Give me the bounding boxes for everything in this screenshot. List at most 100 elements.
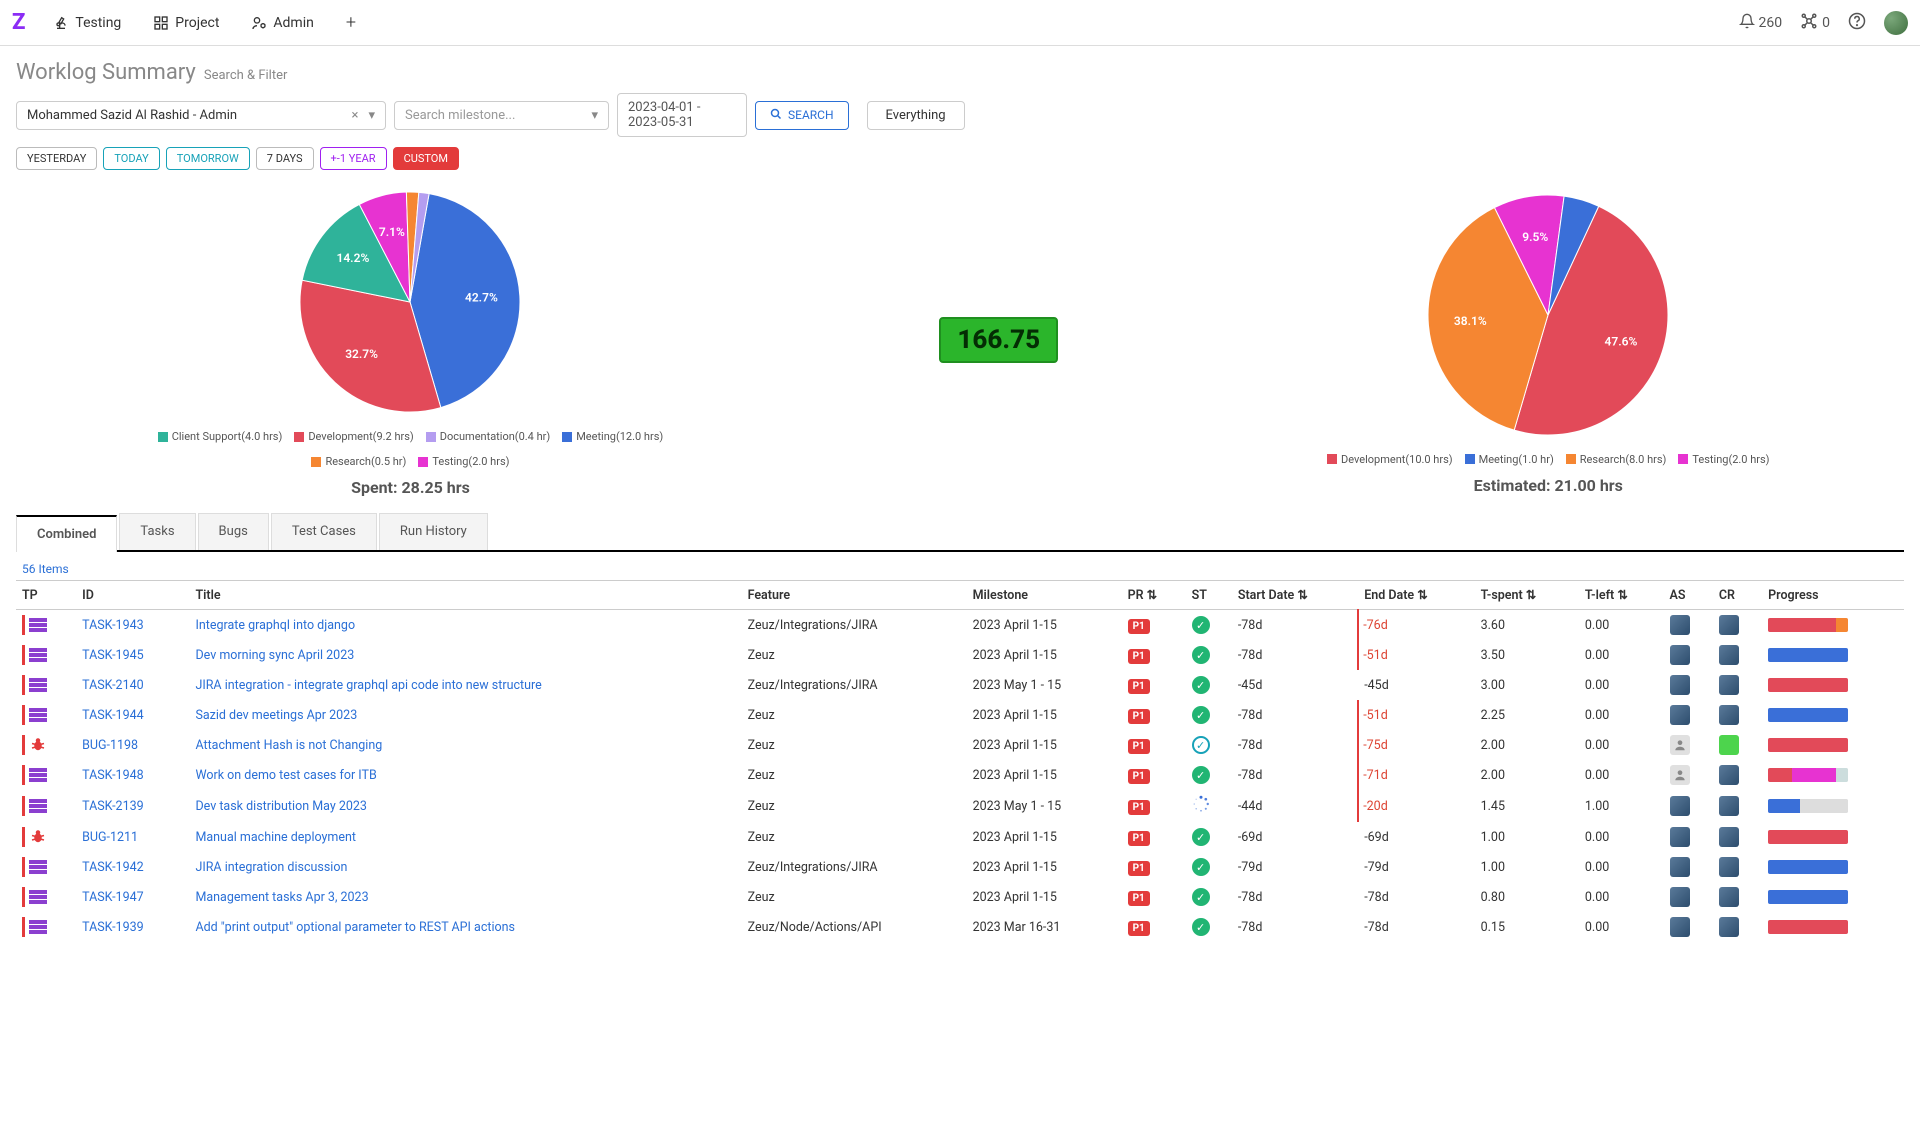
- col-header[interactable]: Title: [189, 581, 741, 610]
- nav-testing[interactable]: Testing: [39, 9, 135, 37]
- legend-item[interactable]: Research(0.5 hr): [311, 455, 406, 468]
- creator-avatar[interactable]: [1719, 765, 1739, 785]
- item-title-link[interactable]: Dev task distribution May 2023: [195, 799, 367, 814]
- quick-filter-7days[interactable]: 7 DAYS: [256, 147, 314, 170]
- nav-project[interactable]: Project: [139, 9, 233, 37]
- legend-item[interactable]: Client Support(4.0 hrs): [158, 430, 283, 443]
- search-button[interactable]: SEARCH: [755, 101, 849, 130]
- col-header[interactable]: Start Date ⇅: [1232, 581, 1358, 610]
- col-header[interactable]: ST: [1186, 581, 1232, 610]
- item-id-link[interactable]: TASK-2139: [82, 799, 144, 814]
- network-button[interactable]: 0: [1800, 12, 1830, 34]
- col-header[interactable]: PR ⇅: [1122, 581, 1186, 610]
- creator-avatar[interactable]: [1719, 796, 1739, 816]
- item-id-link[interactable]: BUG-1211: [82, 830, 138, 845]
- assignee-avatar[interactable]: [1670, 765, 1690, 785]
- add-nav-button[interactable]: +: [332, 6, 370, 39]
- item-id-link[interactable]: TASK-1939: [82, 920, 144, 935]
- creator-avatar[interactable]: [1719, 827, 1739, 847]
- priority-bar: [22, 765, 25, 785]
- item-id-link[interactable]: TASK-1945: [82, 648, 144, 663]
- creator-avatar[interactable]: [1719, 917, 1739, 937]
- creator-avatar[interactable]: [1719, 615, 1739, 635]
- col-header[interactable]: AS: [1664, 581, 1713, 610]
- assignee-avatar[interactable]: [1670, 735, 1690, 755]
- assignee-avatar[interactable]: [1670, 615, 1690, 635]
- col-header[interactable]: T-left ⇅: [1579, 581, 1664, 610]
- date-range-filter[interactable]: 2023-04-01 - 2023-05-31: [617, 93, 747, 137]
- tab-tasks[interactable]: Tasks: [119, 513, 195, 550]
- assignee-avatar[interactable]: [1670, 887, 1690, 907]
- assignee-avatar[interactable]: [1670, 645, 1690, 665]
- col-header[interactable]: Progress: [1762, 581, 1904, 610]
- col-header[interactable]: Feature: [742, 581, 967, 610]
- nav-label: Project: [175, 15, 219, 31]
- nav-admin[interactable]: Admin: [237, 9, 327, 37]
- item-title-link[interactable]: Integrate graphql into django: [195, 618, 355, 633]
- item-id-link[interactable]: BUG-1198: [82, 738, 138, 753]
- user-avatar[interactable]: [1884, 11, 1908, 35]
- help-button[interactable]: [1848, 12, 1866, 34]
- assignee-avatar[interactable]: [1670, 796, 1690, 816]
- everything-button[interactable]: Everything: [867, 101, 965, 130]
- pie-label: 9.5%: [1523, 230, 1549, 244]
- clear-icon[interactable]: ×: [352, 108, 359, 123]
- item-id-link[interactable]: TASK-1944: [82, 708, 144, 723]
- item-title-link[interactable]: Attachment Hash is not Changing: [195, 738, 382, 753]
- user-filter[interactable]: Mohammed Sazid Al Rashid - Admin × ▾: [16, 101, 386, 130]
- assignee-avatar[interactable]: [1670, 705, 1690, 725]
- item-title-link[interactable]: JIRA integration discussion: [195, 860, 347, 875]
- creator-avatar[interactable]: [1719, 675, 1739, 695]
- item-id-link[interactable]: TASK-1943: [82, 618, 144, 633]
- assignee-avatar[interactable]: [1670, 827, 1690, 847]
- col-header[interactable]: ID: [76, 581, 189, 610]
- col-header[interactable]: End Date ⇅: [1358, 581, 1474, 610]
- creator-avatar[interactable]: [1719, 645, 1739, 665]
- quick-filter-1year[interactable]: +-1 YEAR: [320, 147, 387, 170]
- item-id-link[interactable]: TASK-1948: [82, 768, 144, 783]
- col-header[interactable]: Milestone: [967, 581, 1122, 610]
- tab-test-cases[interactable]: Test Cases: [271, 513, 377, 550]
- assignee-avatar[interactable]: [1670, 857, 1690, 877]
- notifications-button[interactable]: 260: [1739, 13, 1783, 33]
- legend-item[interactable]: Testing(2.0 hrs): [418, 455, 509, 468]
- milestone-filter[interactable]: Search milestone... ▾: [394, 101, 609, 130]
- legend-item[interactable]: Documentation(0.4 hr): [426, 430, 550, 443]
- item-id-link[interactable]: TASK-1947: [82, 890, 144, 905]
- creator-avatar[interactable]: [1719, 735, 1739, 755]
- creator-avatar[interactable]: [1719, 857, 1739, 877]
- quick-filter-custom[interactable]: CUSTOM: [393, 147, 459, 170]
- legend-item[interactable]: Development(9.2 hrs): [294, 430, 413, 443]
- creator-avatar[interactable]: [1719, 887, 1739, 907]
- item-title-link[interactable]: Sazid dev meetings Apr 2023: [195, 708, 357, 723]
- legend-label: Development(10.0 hrs): [1341, 453, 1453, 466]
- item-title-link[interactable]: Work on demo test cases for ITB: [195, 768, 376, 783]
- chevron-down-icon[interactable]: ▾: [368, 108, 375, 123]
- legend-item[interactable]: Meeting(12.0 hrs): [562, 430, 663, 443]
- logo[interactable]: Z: [12, 10, 25, 35]
- legend-item[interactable]: Research(8.0 hrs): [1566, 453, 1667, 466]
- item-title-link[interactable]: JIRA integration - integrate graphql api…: [195, 678, 541, 693]
- quick-filter-tomorrow[interactable]: TOMORROW: [166, 147, 250, 170]
- item-id-link[interactable]: TASK-2140: [82, 678, 144, 693]
- feature-cell: Zeuz/Integrations/JIRA: [742, 610, 967, 641]
- legend-item[interactable]: Meeting(1.0 hr): [1465, 453, 1554, 466]
- legend-item[interactable]: Testing(2.0 hrs): [1678, 453, 1769, 466]
- item-title-link[interactable]: Manual machine deployment: [195, 830, 356, 845]
- legend-item[interactable]: Development(10.0 hrs): [1327, 453, 1453, 466]
- assignee-avatar[interactable]: [1670, 675, 1690, 695]
- item-id-link[interactable]: TASK-1942: [82, 860, 144, 875]
- tab-run-history[interactable]: Run History: [379, 513, 488, 550]
- creator-avatar[interactable]: [1719, 705, 1739, 725]
- item-title-link[interactable]: Dev morning sync April 2023: [195, 648, 354, 663]
- tab-bugs[interactable]: Bugs: [198, 513, 269, 550]
- item-title-link[interactable]: Management tasks Apr 3, 2023: [195, 890, 368, 905]
- col-header[interactable]: TP: [16, 581, 76, 610]
- tab-combined[interactable]: Combined: [16, 515, 117, 552]
- col-header[interactable]: CR: [1713, 581, 1762, 610]
- quick-filter-today[interactable]: TODAY: [103, 147, 159, 170]
- quick-filter-yesterday[interactable]: YESTERDAY: [16, 147, 97, 170]
- assignee-avatar[interactable]: [1670, 917, 1690, 937]
- col-header[interactable]: T-spent ⇅: [1475, 581, 1579, 610]
- item-title-link[interactable]: Add "print output" optional parameter to…: [195, 920, 515, 935]
